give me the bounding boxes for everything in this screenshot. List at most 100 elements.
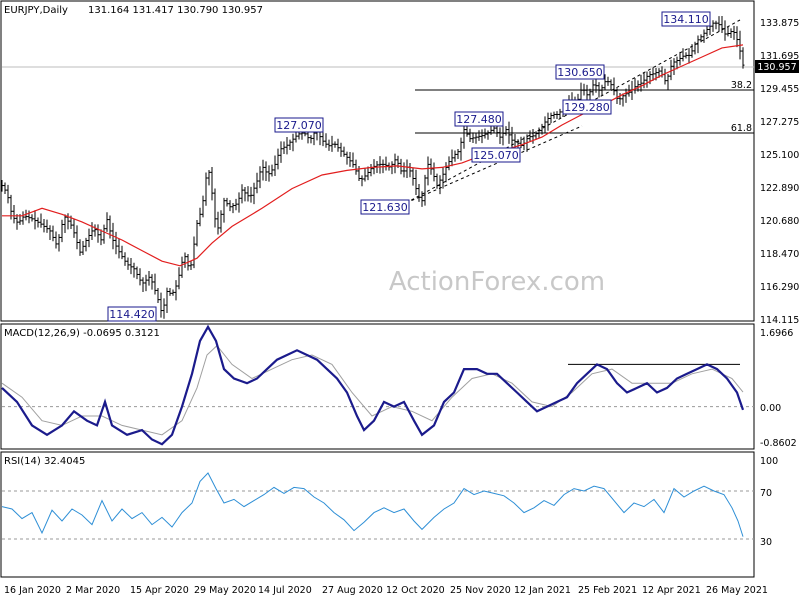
ohlc-bar <box>189 261 193 271</box>
ohlc-bar <box>495 125 499 137</box>
ohlc-bar <box>144 274 148 292</box>
ohlc-bar <box>240 184 244 204</box>
ohlc-bar <box>444 162 448 183</box>
ohlc-bar <box>411 167 415 186</box>
ohlc-bar <box>48 225 52 240</box>
ohlc-bar <box>342 146 346 157</box>
ohlc-bar <box>12 205 16 224</box>
ohlc-bar <box>642 71 646 89</box>
ohlc-bar <box>558 108 562 119</box>
ohlc-bar <box>684 52 688 59</box>
x-tick: 27 Aug 2020 <box>322 585 383 596</box>
fib-label-61: 61.8 <box>731 123 752 134</box>
ohlc-bar <box>441 166 445 189</box>
x-tick: 25 Feb 2021 <box>578 585 637 596</box>
swing-label: 125.070 <box>471 147 521 163</box>
ohlc-bar <box>180 256 184 278</box>
y-tick: 125.100 <box>760 150 799 161</box>
ohlc-readout: 131.164 131.417 130.790 130.957 <box>88 5 263 16</box>
y-tick: 70 <box>760 488 772 499</box>
ohlc-bar <box>117 238 121 259</box>
swing-label: 121.630 <box>360 199 410 215</box>
ohlc-bar <box>198 207 202 227</box>
ohlc-bar <box>129 257 133 275</box>
ohlc-bar <box>636 80 640 92</box>
ohlc-bar <box>534 131 538 140</box>
macd-title: MACD(12,26,9) -0.0695 0.3121 <box>4 328 160 339</box>
ohlc-bar <box>360 175 364 187</box>
ohlc-bar <box>480 129 484 144</box>
swing-label-text: 127.070 <box>276 119 322 132</box>
macd-signal-line <box>1 344 744 436</box>
x-tick: 12 Oct 2020 <box>386 585 445 596</box>
ohlc-bar <box>699 34 703 43</box>
ohlc-bar <box>420 191 424 207</box>
ohlc-bar <box>264 161 268 181</box>
fib-label-38: 38.2 <box>731 80 752 91</box>
ohlc-bar <box>402 162 406 178</box>
ohlc-bar <box>291 133 295 152</box>
ohlc-bar <box>150 274 154 290</box>
ohlc-bar <box>549 112 553 124</box>
ohlc-bar <box>456 149 460 160</box>
ohlc-bar <box>183 252 187 268</box>
swing-label-text: 121.630 <box>362 201 408 214</box>
ohlc-bar <box>258 166 262 189</box>
ohlc-bar <box>171 289 175 296</box>
y-tick: 127.275 <box>760 117 799 128</box>
ohlc-bar <box>348 151 352 167</box>
ohlc-bar <box>321 130 325 147</box>
ohlc-bar <box>168 288 172 296</box>
ohlc-bar <box>483 128 487 139</box>
ohlc-bar <box>261 159 265 181</box>
ohlc-bar <box>105 212 109 232</box>
ohlc-bar <box>378 156 382 174</box>
ohlc-bar <box>501 124 505 146</box>
ohlc-bar <box>468 128 472 142</box>
ohlc-bar <box>546 112 550 131</box>
ohlc-bar <box>225 197 229 207</box>
ohlc-bar <box>93 224 97 237</box>
macd-main-line <box>1 324 745 446</box>
ohlc-bar <box>57 234 61 252</box>
ohlc-bar <box>432 162 436 182</box>
ohlc-bar <box>60 219 64 243</box>
ohlc-bar <box>366 166 370 181</box>
ohlc-bar <box>672 58 676 76</box>
ohlc-bar <box>270 164 274 177</box>
ohlc-bar <box>219 210 223 233</box>
ohlc-bar <box>651 67 655 81</box>
ohlc-bar <box>231 202 235 214</box>
ohlc-bar <box>498 127 502 144</box>
ohlc-bar <box>273 155 277 176</box>
ohlc-bar <box>36 217 40 228</box>
ohlc-bar <box>606 76 610 86</box>
ohlc-bar <box>720 15 724 34</box>
ohlc-bar <box>735 26 739 48</box>
ohlc-bar <box>228 200 232 212</box>
ohlc-bar <box>201 195 205 218</box>
ohlc-bar <box>537 127 541 139</box>
ohlc-bar <box>288 139 292 150</box>
ohlc-bar <box>24 209 28 221</box>
ohlc-bar <box>351 152 355 168</box>
ohlc-bar <box>63 214 67 234</box>
ohlc-bar <box>645 71 649 88</box>
x-tick: 15 Apr 2020 <box>130 585 189 596</box>
y-tick: 120.680 <box>760 216 799 227</box>
ohlc-bar <box>528 130 532 142</box>
price-axis: 133.875 131.695 129.455 127.275 125.100 … <box>755 18 799 326</box>
ohlc-bar <box>33 210 37 230</box>
ohlc-bar <box>618 93 622 105</box>
ohlc-bar <box>711 20 715 32</box>
y-tick: 100 <box>760 456 778 467</box>
ohlc-bar <box>138 268 142 286</box>
ohlc-bar <box>588 88 592 101</box>
ohlc-bar <box>414 169 418 196</box>
ohlc-bar <box>132 262 136 278</box>
ohlc-bar <box>345 151 349 165</box>
ohlc-bar <box>597 82 601 98</box>
ohlc-bar <box>459 137 463 161</box>
ohlc-bar <box>327 139 331 151</box>
ohlc-bar <box>609 79 613 91</box>
